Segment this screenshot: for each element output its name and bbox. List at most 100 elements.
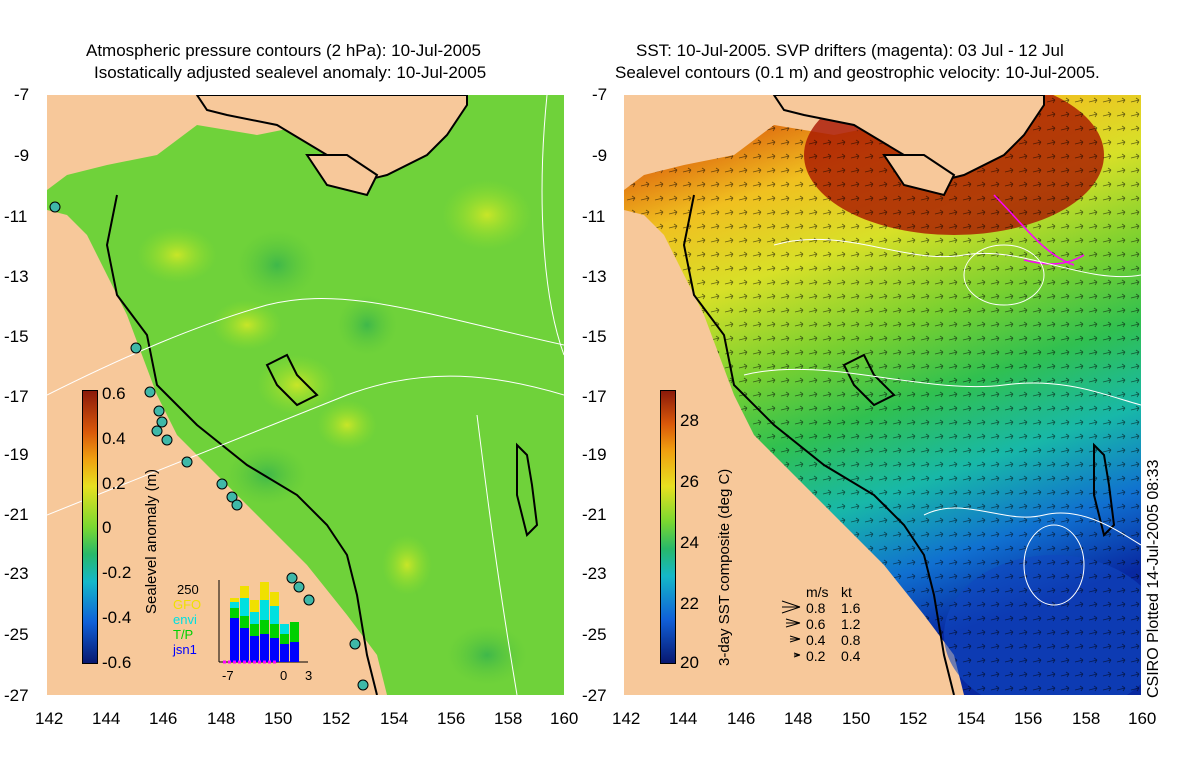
- inset-x-tick-neg7: -7: [222, 668, 234, 683]
- velocity-legend-header-ms: m/s: [806, 584, 829, 600]
- pressure-contour-1: [47, 298, 564, 396]
- inset-legend-gfo: GFO: [173, 597, 202, 612]
- right-lat-tick: -15: [582, 327, 607, 346]
- right-lat-tick: -21: [582, 505, 607, 524]
- sealevel-contour-3: [923, 507, 1141, 546]
- right-title-line2: Sealevel contours (0.1 m) and geostrophi…: [615, 63, 1100, 82]
- gauge-dot: [151, 425, 163, 437]
- left-map-svg: [47, 95, 564, 695]
- reef-1: [1093, 442, 1116, 537]
- left-lon-tick: 148: [207, 709, 236, 728]
- right-lat-tick: -19: [582, 445, 607, 464]
- left-sealevel-map: [47, 95, 564, 695]
- sealevel-contour-2: [743, 368, 1141, 406]
- inset-legend-jsn1: jsn1: [173, 642, 197, 657]
- velocity-legend-header-kt: kt: [841, 584, 852, 600]
- gauge-dot: [49, 201, 61, 213]
- anomaly-high-1: [137, 227, 217, 283]
- left-lat-tick: -7: [14, 85, 30, 104]
- right-cbar-tick: 28: [680, 411, 699, 430]
- left-lon-tick: 142: [35, 709, 64, 728]
- right-lon-tick: 150: [842, 709, 871, 728]
- gauge-dot: [130, 342, 142, 354]
- isobath-200m: [105, 194, 378, 695]
- gauge-dot: [216, 478, 228, 490]
- left-title-line2: Isostatically adjusted sealevel anomaly:…: [94, 63, 487, 82]
- gauge-dot: [156, 416, 168, 428]
- anomaly-low-3: [227, 445, 307, 505]
- left-cbar-tick: 0.4: [102, 429, 126, 448]
- right-lon-tick: 160: [1128, 709, 1157, 728]
- left-lat-tick: -13: [4, 267, 29, 286]
- right-cbar-tick: 26: [680, 472, 699, 491]
- right-sst-map: [624, 95, 1141, 695]
- anomaly-low-2: [337, 295, 397, 355]
- plot-credit: CSIRO Plotted 14-Jul-2005 08:33: [1145, 459, 1162, 698]
- gauge-dot: [357, 679, 369, 691]
- right-lat-tick: -11: [582, 207, 606, 226]
- gauge-dot: [226, 491, 238, 503]
- anomaly-high-6: [317, 400, 377, 450]
- sealevel-contour-1: [773, 238, 1141, 278]
- inset-count-label: 250: [177, 582, 199, 597]
- anomaly-high-5: [382, 535, 432, 595]
- left-cbar-tick: -0.6: [102, 653, 132, 672]
- left-title-line1: Atmospheric pressure contours (2 hPa): 1…: [86, 41, 481, 60]
- left-lon-tick: 146: [149, 709, 178, 728]
- left-cbar-tick: 0: [102, 518, 112, 537]
- gauge-dot: [349, 638, 361, 650]
- island-1: [305, 154, 379, 197]
- right-cbar-label: 3-day SST composite (deg C): [716, 468, 733, 666]
- anomaly-high-4: [442, 180, 532, 250]
- left-lat-tick: -17: [4, 387, 29, 406]
- velocity-legend-ms: 0.4: [806, 632, 826, 648]
- svp-drifter-track: [993, 194, 1085, 266]
- inset-x-tick-3: 3: [305, 668, 313, 683]
- inset-legend-envi: envi: [173, 612, 197, 627]
- gauge-dot: [144, 386, 156, 398]
- right-colorbar: [660, 390, 676, 664]
- left-colorbar: [82, 390, 98, 664]
- left-lat-tick: -27: [4, 686, 29, 705]
- right-map-svg: [624, 95, 1141, 695]
- gauge-dot: [286, 572, 298, 584]
- isobath-200m: [682, 194, 955, 695]
- right-lon-tick: 144: [669, 709, 698, 728]
- gauge-dot: [161, 434, 173, 446]
- right-lon-tick: 152: [899, 709, 928, 728]
- anomaly-high-2: [212, 300, 282, 350]
- left-cbar-tick: 0.2: [102, 474, 126, 493]
- sealevel-eddy-2: [1023, 524, 1085, 606]
- left-lon-tick: 156: [437, 709, 466, 728]
- left-lat-tick: -23: [4, 564, 29, 583]
- velocity-legend-ms: 0.8: [806, 600, 826, 616]
- sealevel-eddy-1: [963, 244, 1045, 306]
- right-cbar-tick: 24: [680, 533, 699, 552]
- right-lon-tick: 142: [612, 709, 641, 728]
- left-lat-tick: -9: [14, 146, 30, 165]
- island-1: [882, 154, 956, 197]
- left-lon-tick: 160: [550, 709, 579, 728]
- inset-legend-tp: T/P: [173, 627, 194, 642]
- velocity-legend-ms: 0.2: [806, 648, 826, 664]
- left-cbar-tick: 0.6: [102, 384, 126, 403]
- reef-2: [842, 353, 896, 407]
- left-cbar-tick: -0.2: [102, 563, 132, 582]
- right-lat-tick: -7: [592, 85, 608, 104]
- left-cbar-tick: -0.4: [102, 608, 132, 627]
- left-lat-tick: -11: [4, 207, 28, 226]
- right-lat-tick: -25: [582, 625, 607, 644]
- right-lat-tick: -9: [592, 146, 608, 165]
- reef-2: [265, 353, 319, 407]
- gauge-dot: [181, 456, 193, 468]
- left-lon-tick: 150: [264, 709, 293, 728]
- left-lon-tick: 144: [92, 709, 121, 728]
- gauge-dot: [153, 405, 165, 417]
- left-lat-tick: -19: [4, 445, 29, 464]
- right-lon-tick: 146: [727, 709, 756, 728]
- right-lat-tick: -27: [582, 686, 607, 705]
- histogram-bars: [230, 582, 299, 662]
- right-lon-tick: 154: [957, 709, 986, 728]
- right-lat-tick: -23: [582, 564, 607, 583]
- right-title-line1: SST: 10-Jul-2005. SVP drifters (magenta)…: [636, 41, 1064, 60]
